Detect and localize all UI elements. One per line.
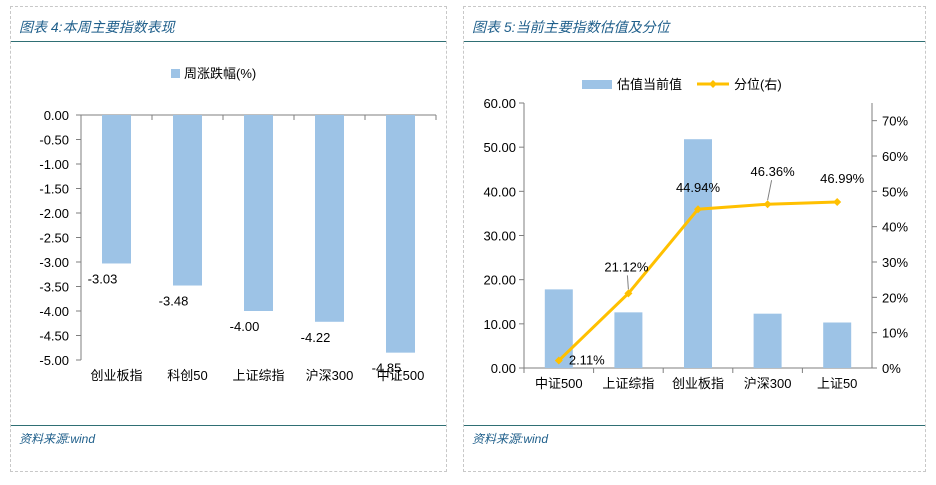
percentile-marker-3	[694, 205, 702, 214]
y-tick-label: -1.00	[39, 157, 69, 172]
legend-label-weekly-change: 周涨跌幅(%)	[184, 66, 256, 81]
legend-swatch-percentile-marker	[709, 80, 717, 88]
y-left-tick-label: 50.00	[483, 140, 516, 155]
y-tick-label: -5.00	[39, 353, 69, 368]
left-source: 资料来源:wind	[19, 432, 96, 446]
category-label-2: 科创50	[167, 368, 207, 383]
y-left-tick-label: 30.00	[483, 229, 516, 244]
y-left-tick-label: 0.00	[491, 361, 516, 376]
y-right-tick-label: 10%	[882, 326, 908, 341]
category-label-2: 上证综指	[602, 376, 654, 391]
left-title-rule	[11, 41, 446, 42]
valuation-bar-3	[684, 139, 712, 368]
right-source-rule	[464, 425, 925, 426]
right-panel: 图表 5:当前主要指数估值及分位 估值当前值 分位(右) 60.00 50.00 40.…	[463, 6, 926, 472]
legend-swatch-valuation	[582, 80, 612, 89]
leader-line	[626, 275, 629, 290]
percentile-marker-4	[763, 200, 772, 209]
left-chart-title: 图表 4:本周主要指数表现	[19, 19, 175, 35]
bar-2	[173, 115, 202, 286]
category-label-1: 中证500	[535, 376, 583, 391]
category-label-4: 沪深300	[744, 376, 792, 391]
legend-swatch-weekly-change	[171, 69, 180, 78]
y-right-tick-label: 50%	[882, 184, 908, 199]
percentile-marker-5	[833, 197, 842, 206]
category-label-5: 上证50	[817, 376, 857, 391]
data-label-1: -3.03	[88, 271, 118, 286]
y-left-tick-label: 20.00	[483, 273, 516, 288]
percentile-label-1: 2.11%	[569, 353, 605, 368]
left-source-rule	[11, 425, 446, 426]
right-chart-title: 图表 5:当前主要指数估值及分位	[472, 19, 670, 35]
category-label-5: 中证500	[377, 368, 425, 383]
y-tick-label: -4.50	[39, 329, 69, 344]
y-right-tick-label: 70%	[882, 114, 908, 129]
y-right-tick-label: 60%	[882, 149, 908, 164]
percentile-marker-1	[554, 356, 563, 365]
percentile-label-5: 46.99%	[820, 171, 865, 186]
percentile-label-3: 44.94%	[676, 180, 721, 195]
bar-5	[386, 115, 415, 353]
y-tick-label: -0.50	[39, 133, 69, 148]
left-chart: 周涨跌幅(%) 0.00 -0.50 -1.00 -1.50 -2.00 -2.50 -3.0…	[39, 66, 437, 383]
y-right-tick-label: 40%	[882, 220, 908, 235]
valuation-bar-1	[544, 289, 573, 368]
right-title-rule	[464, 41, 925, 42]
y-tick-label: -2.50	[39, 231, 69, 246]
y-right-tick-label: 0%	[882, 361, 901, 376]
y-tick-label: -2.00	[39, 206, 69, 221]
legend-label-valuation: 估值当前值	[617, 77, 682, 92]
bar-1	[102, 115, 131, 264]
category-label-4: 沪深300	[306, 368, 354, 383]
y-left-tick-label: 40.00	[483, 184, 516, 199]
valuation-bar-4	[753, 313, 782, 368]
category-label-3: 创业板指	[672, 376, 724, 391]
leader-line	[767, 180, 773, 201]
data-label-2: -3.48	[159, 294, 189, 309]
valuation-bar-2	[614, 312, 643, 368]
y-left-tick-label: 10.00	[483, 317, 516, 332]
category-label-3: 上证综指	[232, 368, 284, 383]
y-tick-label: 0.00	[44, 108, 69, 123]
y-right-tick-label: 20%	[882, 290, 908, 305]
legend-label-percentile: 分位(右)	[734, 77, 782, 92]
percentile-marker-2	[624, 289, 633, 298]
data-label-3: -4.00	[230, 319, 260, 334]
y-tick-label: -4.00	[39, 304, 69, 319]
y-tick-label: -3.00	[39, 255, 69, 270]
y-right-tick-label: 30%	[882, 255, 908, 270]
percentile-label-4: 46.36%	[751, 164, 796, 179]
valuation-bar-5	[823, 322, 852, 368]
y-tick-label: -3.50	[39, 280, 69, 295]
bar-3	[244, 115, 273, 311]
right-chart: 估值当前值 分位(右) 60.00 50.00 40.00 30.00 20.00 10.00…	[483, 77, 908, 391]
data-label-4: -4.22	[301, 330, 331, 345]
bar-4	[315, 115, 344, 322]
category-label-1: 创业板指	[90, 368, 142, 383]
y-left-tick-label: 60.00	[483, 96, 516, 111]
data-label-5: -4.85	[372, 361, 402, 376]
left-panel: 图表 4:本周主要指数表现 周涨跌幅(%) 0.00 -0.50 -1.00 -1.50…	[10, 6, 447, 472]
right-source: 资料来源:wind	[472, 432, 549, 446]
percentile-label-2: 21.12%	[604, 259, 649, 274]
y-tick-label: -1.50	[39, 182, 69, 197]
